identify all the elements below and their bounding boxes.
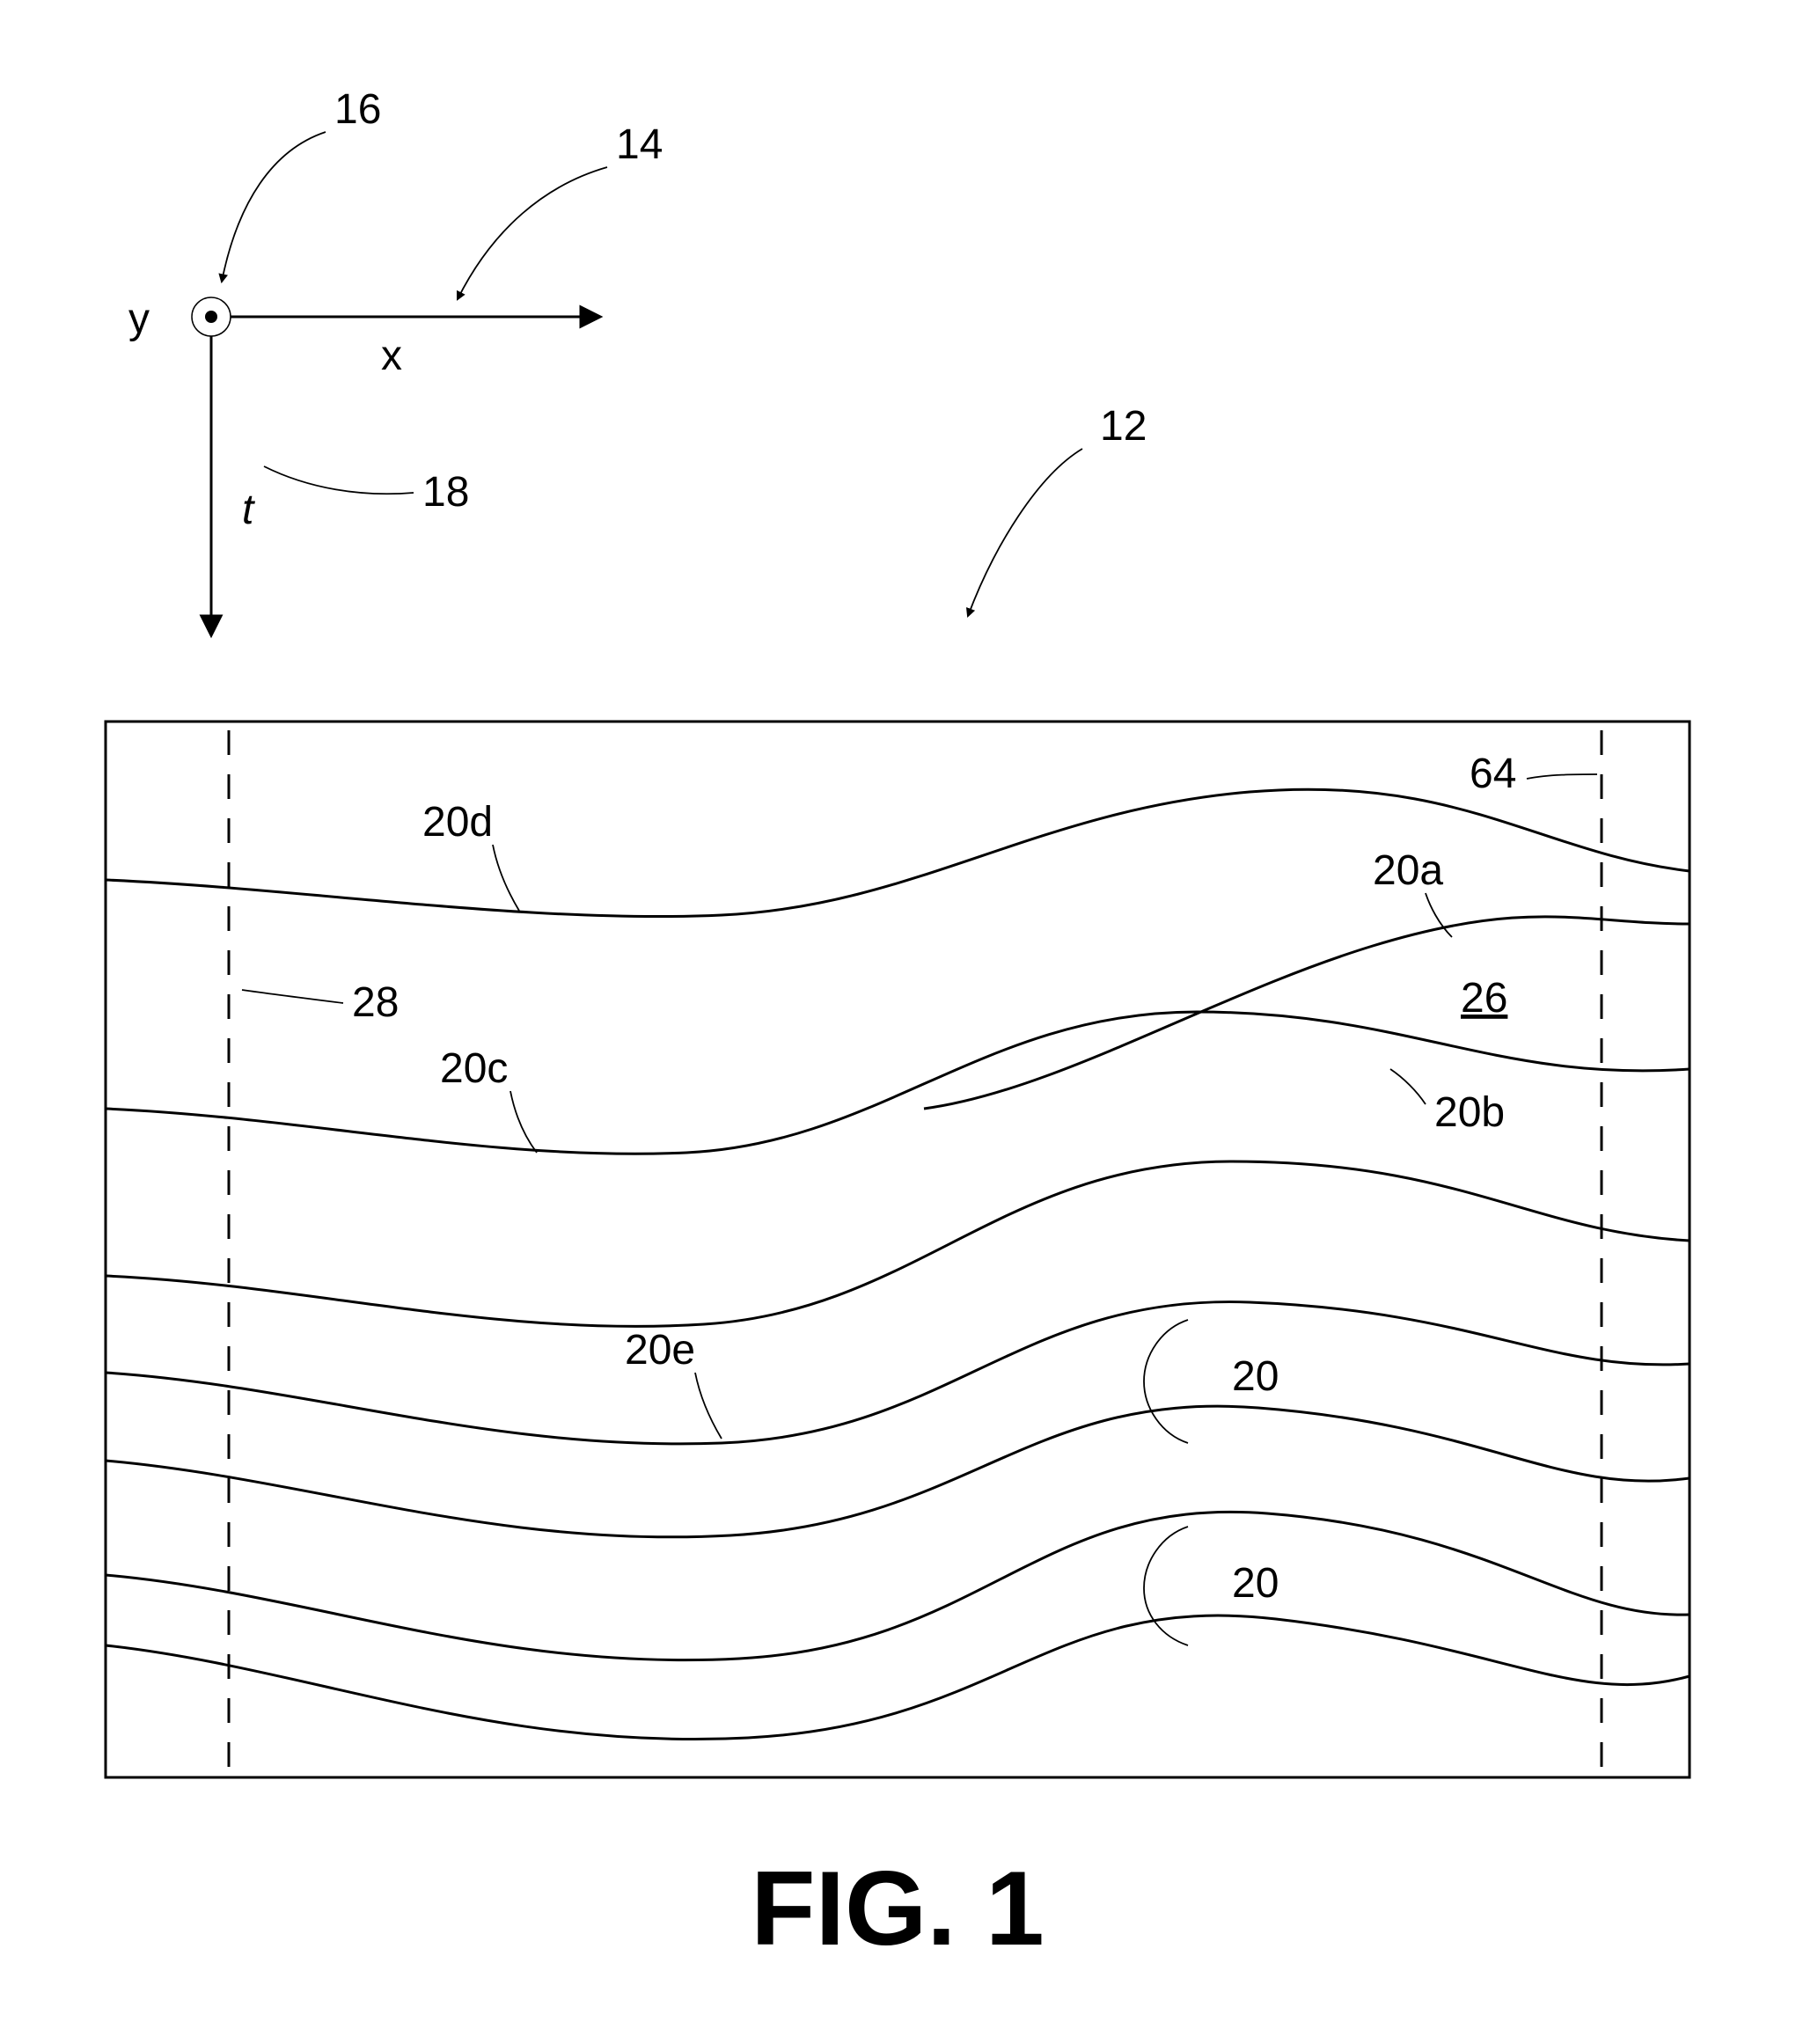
leader-20b (1390, 1069, 1426, 1104)
t-axis-label: t (242, 487, 255, 533)
wave-20-upper (106, 1406, 1690, 1537)
wave-20d (106, 789, 1690, 916)
wave-20a (924, 917, 1690, 1109)
brace-20-b (1144, 1527, 1188, 1645)
label-26: 26 (1461, 975, 1507, 1022)
panel-box (106, 722, 1690, 1777)
label-20c: 20c (440, 1045, 508, 1092)
wave-20e (106, 1302, 1690, 1444)
leader-14 (458, 167, 607, 299)
axis-callouts: 16 14 18 (222, 86, 663, 516)
wave-mid-upper (106, 1161, 1690, 1326)
leader-20c (510, 1091, 537, 1153)
figure-caption: FIG. 1 (751, 1850, 1044, 1967)
leader-20d (493, 845, 519, 911)
label-28: 28 (352, 979, 399, 1026)
axes: y x t (128, 296, 598, 634)
panel-callouts: 64 20d 28 20a 26 20c 20b 20e 20 20 (242, 751, 1597, 1645)
leader-28 (242, 990, 343, 1003)
label-20e: 20e (625, 1327, 695, 1374)
callout-12: 12 (968, 403, 1147, 616)
label-20a: 20a (1373, 847, 1443, 894)
label-20b: 20b (1434, 1089, 1505, 1136)
label-20-a: 20 (1232, 1353, 1279, 1400)
leader-12 (968, 449, 1082, 616)
label-14: 14 (616, 121, 663, 168)
brace-20-a (1144, 1320, 1188, 1443)
label-20d: 20d (422, 799, 493, 846)
wave-20-lower-a (106, 1512, 1690, 1659)
strata (106, 789, 1690, 1739)
leader-18 (264, 466, 414, 494)
y-axis-label: y (128, 296, 150, 342)
wave-20-lower-b (106, 1615, 1690, 1740)
x-axis-label: x (381, 333, 402, 379)
leader-20e (695, 1373, 722, 1439)
label-64: 64 (1470, 751, 1516, 797)
label-16: 16 (334, 86, 381, 133)
label-20-b: 20 (1232, 1560, 1279, 1607)
figure-svg: y x t 16 14 18 12 (0, 0, 1796, 2044)
label-18: 18 (422, 469, 469, 516)
leader-64 (1527, 774, 1597, 779)
y-axis-marker-inner (205, 311, 217, 323)
leader-16 (222, 132, 326, 282)
label-12: 12 (1100, 403, 1147, 450)
